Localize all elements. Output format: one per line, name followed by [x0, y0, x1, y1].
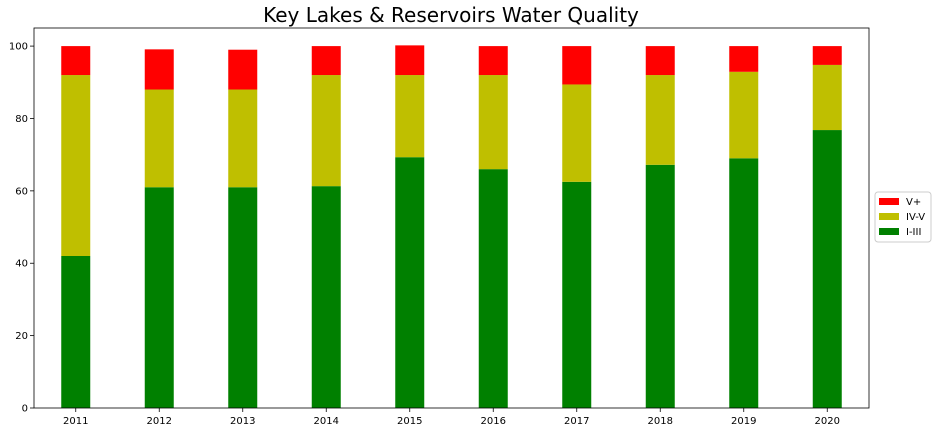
bar-segment-v--2012	[144, 49, 174, 90]
bar-segment-i-iii-2014	[311, 186, 341, 408]
bar-segment-v--2020	[812, 46, 842, 65]
bar-segment-iv-v-2012	[144, 89, 174, 188]
y-tick-label-0: 0	[22, 404, 28, 415]
bar-segment-v--2016	[478, 46, 508, 76]
x-tick-label-2016: 2016	[481, 416, 506, 427]
bar-segment-i-iii-2016	[478, 169, 508, 408]
legend: V+ IV-V I-III	[874, 191, 932, 243]
chart-title: Key Lakes & Reservoirs Water Quality	[263, 3, 639, 27]
bar-segment-i-iii-2011	[61, 256, 91, 408]
bar-segment-v--2017	[562, 46, 592, 85]
y-tick-label-80: 80	[15, 114, 28, 125]
bar-segment-v--2019	[729, 46, 759, 72]
legend-label-v-: V+	[906, 197, 921, 208]
x-tick-label-2019: 2019	[731, 416, 756, 427]
x-tick-label-2012: 2012	[147, 416, 172, 427]
x-tick-label-2011: 2011	[63, 416, 88, 427]
bar-segment-v--2014	[311, 46, 341, 76]
plot-frame	[33, 27, 870, 409]
legend-swatch-iv-v	[879, 213, 899, 220]
y-tick-label-60: 60	[15, 186, 28, 197]
bar-segment-v--2013	[228, 49, 258, 90]
bar-segment-iv-v-2013	[228, 89, 258, 188]
bar-segment-iv-v-2011	[61, 75, 91, 256]
x-tick-label-2020: 2020	[815, 416, 840, 427]
x-tick-label-2013: 2013	[230, 416, 255, 427]
bar-segment-iv-v-2018	[645, 75, 675, 165]
y-tick-label-100: 100	[9, 42, 28, 53]
bar-segment-i-iii-2015	[395, 157, 425, 408]
bar-segment-iv-v-2019	[729, 71, 759, 159]
bar-segment-v--2018	[645, 46, 675, 76]
bar-segment-i-iii-2019	[729, 158, 759, 408]
x-tick-label-2014: 2014	[314, 416, 339, 427]
y-tick-label-20: 20	[15, 331, 28, 342]
x-tick-label-2017: 2017	[564, 416, 589, 427]
bar-segment-v--2011	[61, 46, 91, 76]
bar-segment-iv-v-2014	[311, 75, 341, 187]
bar-segment-iv-v-2017	[562, 84, 592, 182]
bar-segment-v--2015	[395, 45, 425, 76]
bar-segment-i-iii-2017	[562, 181, 592, 408]
bar-segment-i-iii-2018	[645, 164, 675, 408]
bar-segment-i-iii-2012	[144, 187, 174, 408]
legend-label-iv-v: IV-V	[906, 212, 925, 223]
legend-label-i-iii: I-III	[906, 227, 921, 238]
bar-segment-i-iii-2013	[228, 187, 258, 408]
bar-segment-iv-v-2016	[478, 75, 508, 170]
bar-segment-iv-v-2015	[395, 75, 425, 158]
x-tick-label-2018: 2018	[648, 416, 673, 427]
y-tick-label-40: 40	[15, 259, 28, 270]
legend-swatch-i-iii	[879, 228, 899, 235]
legend-swatch-v-	[879, 198, 899, 205]
x-tick-label-2015: 2015	[397, 416, 422, 427]
plot-area	[61, 45, 842, 408]
bar-segment-i-iii-2020	[812, 130, 842, 408]
axes: 2011 2012 2013 2014 2015 2016 2017 2018 2019 2020…	[9, 27, 870, 427]
bar-segment-iv-v-2020	[812, 64, 842, 131]
